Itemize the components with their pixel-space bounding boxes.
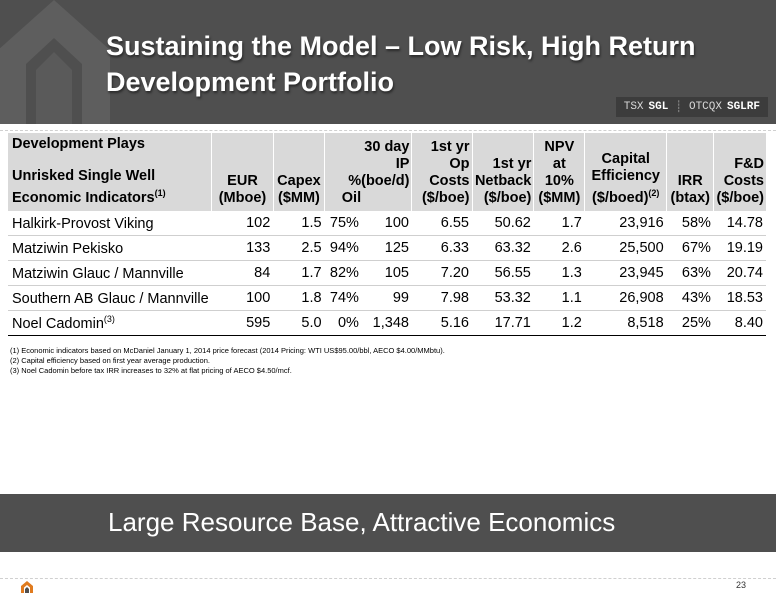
cell-fd: 19.19 [726,240,763,256]
cell-opcost: 6.33 [440,240,469,256]
row-name: Noel Cadomin(3) [12,314,115,332]
cell-netback: 63.32 [494,240,531,256]
cell-oil: 0% [337,315,359,331]
cell-netback: 50.62 [494,215,531,231]
cell-fd: 14.78 [726,215,763,231]
cell-capeff: 8,518 [627,315,664,331]
cell-eur: 102 [246,215,271,231]
bottom-banner: Large Resource Base, Attractive Economic… [0,494,776,552]
cell-capex: 1.8 [301,290,322,306]
page-title: Sustaining the Model – Low Risk, High Re… [106,31,696,97]
table-row: Noel Cadomin(3) 595 5.0 0% 1,348 5.16 17.71 1.2… [8,311,766,336]
cell-irr: 63% [681,265,711,281]
cell-capeff: 23,916 [619,215,664,231]
col-ip: 30 day IP% Oil (boe/d) [324,133,412,211]
ticker-separator: ┊ [675,102,682,114]
table-row: Matziwin Glauc / Mannville 84 1.7 82% 105 7.2… [8,261,766,286]
cell-opcost: 7.20 [440,265,469,281]
cell-fd: 18.53 [726,290,763,306]
cell-eur: 595 [246,315,271,331]
cell-capeff: 26,908 [619,290,664,306]
footnote: (2) Capital efficiency based on first ye… [10,356,210,365]
company-logo-icon [21,581,33,593]
group-label: Development Plays [8,133,212,155]
cell-irr: 58% [681,215,711,231]
top-divider [0,130,776,131]
ticker-exchange-otcqx: OTCQX [688,101,722,113]
cell-capex: 1.7 [301,265,322,281]
cell-npv: 1.3 [561,265,582,281]
cell-ip: 99 [392,290,409,306]
cell-eur: 133 [246,240,271,256]
bottom-divider [0,578,776,579]
cell-npv: 1.1 [561,290,582,306]
col-opcost: 1st yr Op Costs ($/boe) [411,133,472,211]
cell-netback: 56.55 [494,265,531,281]
col-oil: % Oil [341,173,362,206]
row-name: Southern AB Glauc / Mannville [12,290,209,307]
table-row: Southern AB Glauc / Mannville 100 1.8 74% 99… [8,286,766,311]
col-capeff: Capital Efficiency ($/boed)(2) [584,133,667,211]
cell-irr: 43% [681,290,711,306]
cell-oil: 94% [329,240,359,256]
ticker-symbol-tsx: SGL [648,101,669,113]
ticker-badge: TSX SGL ┊ OTCQX SGLRF [615,97,768,117]
col-irr: IRR (btax) [666,133,714,211]
cell-opcost: 6.55 [440,215,469,231]
cell-ip: 1,348 [372,315,409,331]
col-eur: EUR (Mboe) [211,133,274,211]
cell-irr: 25% [681,315,711,331]
cell-capex: 1.5 [301,215,322,231]
table-body: Halkirk-Provost Viking 102 1.5 75% 100 6.55 50… [8,211,766,336]
cell-capex: 5.0 [301,315,322,331]
footnote: (1) Economic indicators based on McDanie… [10,346,445,355]
footnote: (3) Noel Cadomin before tax IRR increase… [10,366,292,375]
col-capex: Capex ($MM) [272,133,325,211]
col-fd: F&D Costs ($/boe) [713,133,766,211]
row-name: Matziwin Pekisko [12,240,124,257]
cell-netback: 53.32 [494,290,531,306]
row-header-label: Unrisked Single Well Economic Indicators… [8,155,212,211]
cell-oil: 74% [329,290,359,306]
banner-text: Large Resource Base, Attractive Economic… [108,507,616,537]
col-npv: NPV at 10% ($MM) [533,133,585,211]
economics-table: Development Plays EUR (Mboe) Capex ($MM) 3… [8,133,766,336]
cell-capex: 2.5 [301,240,322,256]
cell-npv: 2.6 [561,240,582,256]
cell-opcost: 7.98 [440,290,469,306]
cell-ip: 125 [384,240,409,256]
ticker-exchange-tsx: TSX [623,101,644,113]
footnotes: (1) Economic indicators based on McDanie… [10,346,710,376]
cell-eur: 100 [246,290,271,306]
row-name: Halkirk-Provost Viking [12,215,154,232]
cell-netback: 17.71 [494,315,531,331]
cell-fd: 20.74 [726,265,763,281]
cell-capeff: 25,500 [619,240,664,256]
logo-watermark-icon [0,0,110,124]
cell-eur: 84 [254,265,271,281]
row-name: Matziwin Glauc / Mannville [12,265,184,282]
cell-oil: 75% [329,215,359,231]
table-header-row: Development Plays EUR (Mboe) Capex ($MM) 3… [8,133,766,211]
cell-npv: 1.2 [561,315,582,331]
cell-opcost: 5.16 [440,315,469,331]
col-netback: 1st yr Netback ($/boe) [471,133,534,211]
cell-irr: 67% [681,240,711,256]
cell-npv: 1.7 [561,215,582,231]
table-row: Matziwin Pekisko 133 2.5 94% 125 6.33 63.32 2.6… [8,236,766,261]
cell-ip: 100 [384,215,409,231]
cell-ip: 105 [384,265,409,281]
cell-capeff: 23,945 [619,265,664,281]
ticker-symbol-otcqx: SGLRF [726,101,760,113]
header-band: Sustaining the Model – Low Risk, High Re… [0,0,776,124]
cell-oil: 82% [329,265,359,281]
cell-fd: 8.40 [734,315,763,331]
table-row: Halkirk-Provost Viking 102 1.5 75% 100 6.55 50… [8,211,766,236]
page-number: 23 [735,580,746,590]
